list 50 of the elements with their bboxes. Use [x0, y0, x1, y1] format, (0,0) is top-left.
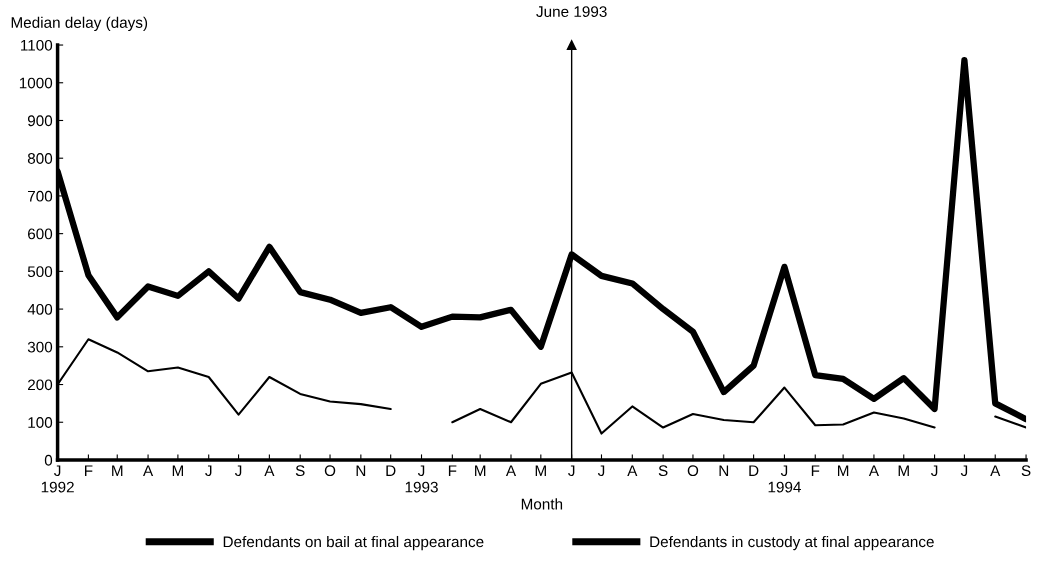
- x-tick-label: J: [960, 465, 968, 477]
- y-tick-label: 300: [27, 341, 53, 353]
- y-axis-title: Median delay (days): [11, 16, 148, 31]
- x-tick-label: O: [687, 465, 699, 477]
- x-axis-title: Month: [521, 498, 563, 510]
- y-tick-label: 500: [27, 266, 53, 278]
- y-tick-label: 600: [28, 228, 53, 240]
- y-tick-label: 200: [28, 379, 53, 391]
- x-tick-label: M: [837, 465, 849, 476]
- y-tick-label: 100: [28, 417, 53, 428]
- x-tick-label: N: [356, 465, 366, 476]
- x-tick-label: J: [931, 465, 938, 477]
- x-tick-label: M: [475, 465, 486, 476]
- x-tick-label: M: [112, 465, 123, 476]
- x-tick-label: A: [264, 465, 275, 476]
- y-tick-label: 800: [27, 153, 53, 164]
- x-tick-label: M: [172, 465, 184, 476]
- x-tick-label: O: [324, 465, 336, 477]
- x-tick-label: D: [386, 465, 396, 476]
- x-tick-label: J 1993: [405, 465, 438, 493]
- x-tick-label: J: [234, 465, 242, 477]
- y-tick-label: 1100: [21, 39, 53, 51]
- y-tick-label: 0: [44, 454, 53, 466]
- legend-label: Defendants in custody at final appearance: [650, 535, 934, 551]
- x-tick-label: F: [811, 465, 820, 476]
- ref-line-label: June 1993: [536, 6, 607, 18]
- x-tick-label: J: [597, 465, 605, 477]
- legend-label: Defendants on bail at final appearance: [223, 535, 484, 551]
- x-tick-label: S: [295, 465, 305, 477]
- x-tick-label: J 1992: [41, 465, 74, 493]
- x-tick-label: A: [868, 465, 879, 476]
- x-tick-label: A: [627, 465, 638, 476]
- y-tick-label: 900: [27, 115, 53, 127]
- x-tick-label: A: [505, 465, 517, 476]
- x-tick-label: J 1994: [768, 465, 801, 493]
- x-tick-label: D: [749, 465, 759, 476]
- y-tick-label: 400: [27, 303, 53, 315]
- x-tick-label: A: [990, 465, 1001, 476]
- x-tick-label: S: [658, 465, 668, 477]
- x-tick-label: J: [205, 465, 212, 477]
- x-tick-label: F: [448, 465, 457, 476]
- x-tick-label: S: [1021, 465, 1031, 477]
- y-tick-label: 700: [28, 190, 53, 202]
- x-tick-label: J: [568, 465, 575, 477]
- y-tick-label: 1000: [19, 77, 53, 89]
- x-tick-label: N: [719, 465, 729, 476]
- x-tick-label: M: [898, 465, 909, 476]
- x-tick-label: M: [535, 465, 546, 476]
- x-tick-label: A: [143, 465, 154, 476]
- x-tick-label: F: [85, 465, 93, 476]
